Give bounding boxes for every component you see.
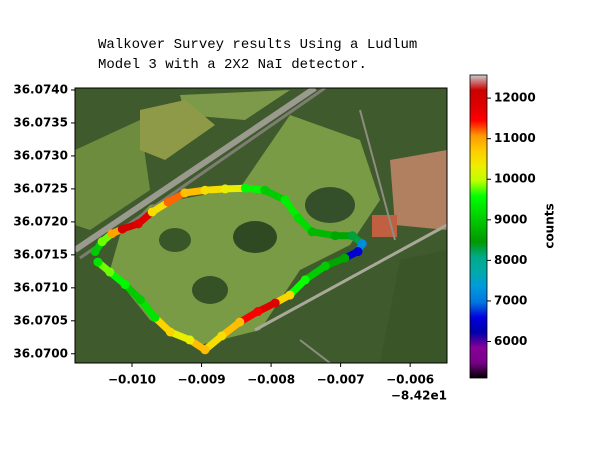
y-tick-label: 36.0725 [13,181,68,195]
survey-point [200,185,210,195]
colorbar-tick-label: 11000 [494,131,536,145]
colorbar-tick-label: 8000 [494,253,527,267]
survey-point [357,239,367,249]
survey-point [235,317,245,327]
survey-point [217,331,227,341]
survey-point [200,345,210,355]
survey-point [347,231,357,241]
survey-point [340,253,350,263]
survey-point [185,335,195,345]
satellite-image [75,88,447,363]
colorbar-tick-label: 9000 [494,212,527,226]
survey-point [300,275,310,285]
y-tick-label: 36.0705 [13,313,68,327]
survey-point [133,219,143,229]
survey-point [163,197,173,207]
survey-point [280,195,290,205]
x-tick-label: −0.006 [386,373,434,387]
survey-track [90,183,367,355]
title-line: Model 3 with a 2X2 NaI detector. [98,57,367,73]
colorbar-label: counts [543,203,557,248]
survey-point [105,267,115,277]
colorbar-tick-label: 10000 [494,172,536,186]
survey-point [147,207,157,217]
y-tick-label: 36.0730 [13,148,68,162]
y-tick-label: 36.0735 [13,115,68,129]
survey-point [220,184,230,194]
y-tick-label: 36.0710 [13,280,68,294]
survey-point [135,295,145,305]
survey-point [353,247,363,257]
survey-point [253,307,263,317]
x-tick-label: −0.010 [108,373,156,387]
survey-point [107,229,117,239]
survey-point [90,247,100,257]
survey-point [307,227,317,237]
y-tick-label: 36.0740 [13,82,68,96]
survey-point [165,327,175,337]
survey-point [120,280,130,290]
x-tick-label: −0.008 [247,373,295,387]
colorbar [469,74,488,379]
y-tick-label: 36.0715 [13,247,68,261]
survey-point [293,213,303,223]
survey-point [260,185,270,195]
colorbar-tick-label: 6000 [494,334,527,348]
survey-point [270,298,280,308]
y-tick-label: 36.0700 [13,346,68,360]
survey-point [180,188,190,198]
colorbar-tick-label: 7000 [494,293,527,307]
x-offset-label: −8.42e1 [391,389,447,403]
title-line: Walkover Survey results Using a Ludlum [98,37,417,53]
survey-point [285,290,295,300]
survey-point [97,237,107,247]
x-tick-label: −0.009 [178,373,226,387]
survey-point [150,312,160,322]
y-tick-label: 36.0720 [13,214,68,228]
survey-point [240,183,250,193]
survey-point [320,261,330,271]
colorbar-tick-label: 12000 [494,91,536,105]
x-tick-label: −0.007 [317,373,365,387]
plot-frame [74,87,448,364]
survey-point [117,224,127,234]
survey-point [93,257,103,267]
survey-point [330,231,340,241]
